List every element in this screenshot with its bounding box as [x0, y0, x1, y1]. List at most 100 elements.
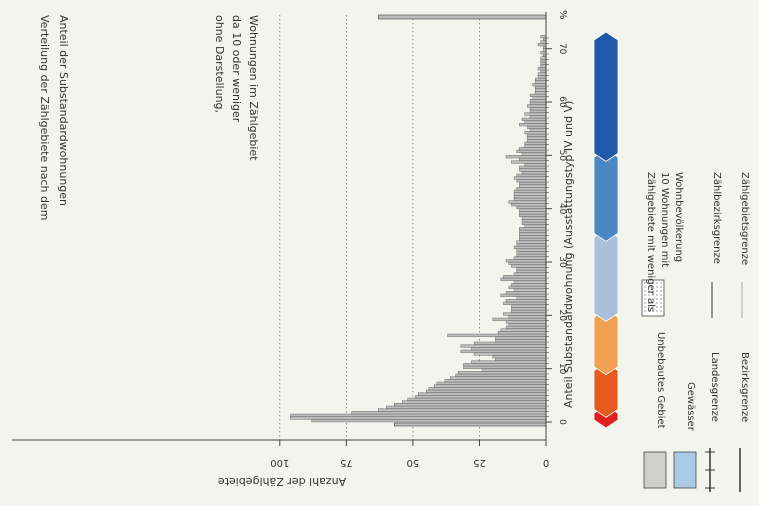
histogram-bar: [503, 312, 547, 316]
histogram-bar: [519, 235, 547, 239]
histogram-bar: [540, 59, 547, 63]
x-tick-label: 30: [557, 256, 567, 268]
legend-swatch-gray: [643, 451, 667, 489]
histogram-bar: [503, 301, 547, 305]
histogram-bar: [535, 85, 547, 89]
chart-title-line-2: Anteil der Substandardwohnungen: [57, 15, 70, 206]
histogram-bar: [529, 99, 547, 103]
legend-swatch-blue: [673, 451, 697, 489]
legend-dot: [656, 310, 658, 312]
legend-dot: [648, 298, 650, 300]
y-tick-label: 0: [543, 457, 549, 468]
histogram-bar: [378, 408, 547, 412]
histogram-bar: [540, 51, 547, 55]
histogram-bar: [529, 93, 547, 97]
histogram-bar: [516, 240, 547, 244]
legend-dot: [644, 306, 646, 308]
histogram-bar-top: [377, 14, 547, 20]
histogram-bar: [521, 117, 547, 121]
histogram-bar: [471, 347, 547, 351]
histogram-bar: [513, 288, 547, 292]
annotation-line-1: ohne Darstellung,: [213, 15, 226, 113]
scale-segment: [593, 31, 619, 162]
percent-unit-label: %: [557, 10, 568, 20]
histogram-bar: [521, 216, 547, 220]
histogram-bar: [521, 219, 547, 223]
annotation-bar: [393, 422, 547, 427]
histogram-bar: [473, 352, 547, 356]
histogram-bar: [460, 344, 547, 348]
histogram-bar: [495, 336, 547, 340]
chart-title-line-1: Verteilung der Zählgebiete nach dem: [38, 15, 51, 220]
legend-label-zaehlgebiete-1: Zählgebiete mit weniger als: [645, 172, 656, 312]
histogram-bar: [463, 363, 547, 367]
histogram-bar: [513, 189, 547, 193]
histogram-bar: [503, 275, 547, 279]
histogram-bar: [527, 125, 547, 129]
histogram-bar: [505, 299, 547, 303]
x-tick-labels: 0 10 20 30 40 50 60 70: [546, 37, 567, 425]
histogram-bar: [449, 376, 547, 380]
legend-dot: [656, 306, 658, 308]
histogram-bar: [516, 149, 547, 153]
histogram-bar: [508, 285, 547, 289]
x-tick-label: 60: [557, 96, 567, 108]
histogram-bar: [505, 155, 547, 159]
histogram-bar: [481, 368, 547, 372]
histogram-bar: [540, 64, 547, 68]
histogram-bar: [311, 419, 547, 423]
histogram-bar: [436, 381, 547, 385]
histogram-bar: [524, 131, 547, 135]
histogram-bar: [519, 147, 547, 151]
histogram-bar: [513, 176, 547, 180]
histogram-bar: [519, 211, 547, 215]
histogram-bar: [521, 171, 547, 175]
histogram-bar: [519, 157, 547, 161]
histogram-bar: [519, 184, 547, 188]
histogram-bar: [535, 77, 547, 81]
legend-dot: [660, 306, 662, 308]
histogram-bar: [505, 259, 547, 263]
histogram-bar: [527, 104, 547, 108]
histogram-bar: [527, 139, 547, 143]
histogram-bar: [540, 40, 547, 44]
legend-dot: [648, 290, 650, 292]
histogram-bar: [508, 261, 547, 265]
scale-segment: [593, 308, 619, 376]
histogram-bar: [492, 355, 547, 359]
histogram-bar: [444, 379, 547, 383]
histogram-bar: [524, 224, 547, 228]
y-tick-label: 75: [340, 457, 353, 468]
legend-dot: [648, 310, 650, 312]
histogram-bar: [516, 269, 547, 273]
legend-dot: [644, 298, 646, 300]
x-tick-label: 20: [557, 310, 567, 322]
legend-dot: [660, 290, 662, 292]
legend-dot: [656, 282, 658, 284]
legend-dot: [652, 306, 654, 308]
histogram-bar: [519, 237, 547, 241]
histogram-bar: [524, 141, 547, 145]
histogram-bar: [529, 128, 547, 132]
histogram-bar: [511, 309, 547, 313]
histogram-bar: [521, 221, 547, 225]
legend-dot: [644, 290, 646, 292]
scale-segment: [593, 148, 619, 242]
histogram-bar: [524, 112, 547, 116]
histogram-bar: [500, 293, 547, 297]
legend-dot: [644, 310, 646, 312]
histogram-bar: [529, 109, 547, 113]
legend-dot: [660, 310, 662, 312]
histogram-bar: [505, 291, 547, 295]
legend-dot: [660, 282, 662, 284]
histogram-bar: [428, 387, 547, 391]
scale-segment: [593, 362, 619, 418]
legend-dot: [660, 286, 662, 288]
histogram-bar: [516, 248, 547, 252]
histogram-bar: [457, 371, 547, 375]
histogram-bar: [513, 280, 547, 284]
histogram-bar: [527, 133, 547, 137]
legend-dot: [648, 302, 650, 304]
histogram-bar: [519, 208, 547, 212]
